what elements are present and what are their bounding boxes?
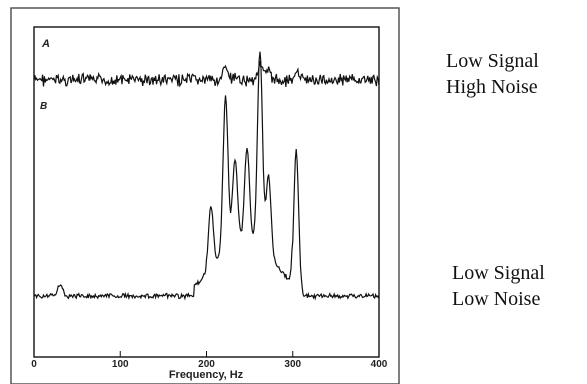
x-axis-ticks: [33, 351, 380, 357]
bottom-annotation: Low Signal Low Noise: [452, 260, 545, 312]
x-axis-label: Frequency, Hz: [169, 369, 244, 381]
panel-b-label: B: [40, 101, 47, 112]
plot-frame: [10, 7, 400, 384]
x-tick-label-200: 200: [198, 359, 215, 370]
x-tick-label-300: 300: [284, 359, 301, 370]
x-tick-label-100: 100: [112, 359, 129, 370]
spectrum-trace-b: [33, 51, 380, 301]
top-annotation: Low Signal High Noise: [446, 48, 539, 100]
bottom-annotation-line-2: Low Noise: [452, 288, 541, 310]
panel-a-label: A: [41, 38, 50, 50]
x-axis-tick-labels: 0 100 200 300 400: [31, 359, 388, 370]
top-annotation-line-2: High Noise: [446, 76, 538, 98]
spectrum-trace-a: [33, 60, 380, 88]
x-tick-label-0: 0: [31, 359, 37, 370]
top-annotation-line-1: Low Signal: [446, 50, 539, 72]
x-tick-label-400: 400: [371, 359, 388, 370]
bottom-annotation-line-1: Low Signal: [452, 262, 545, 284]
